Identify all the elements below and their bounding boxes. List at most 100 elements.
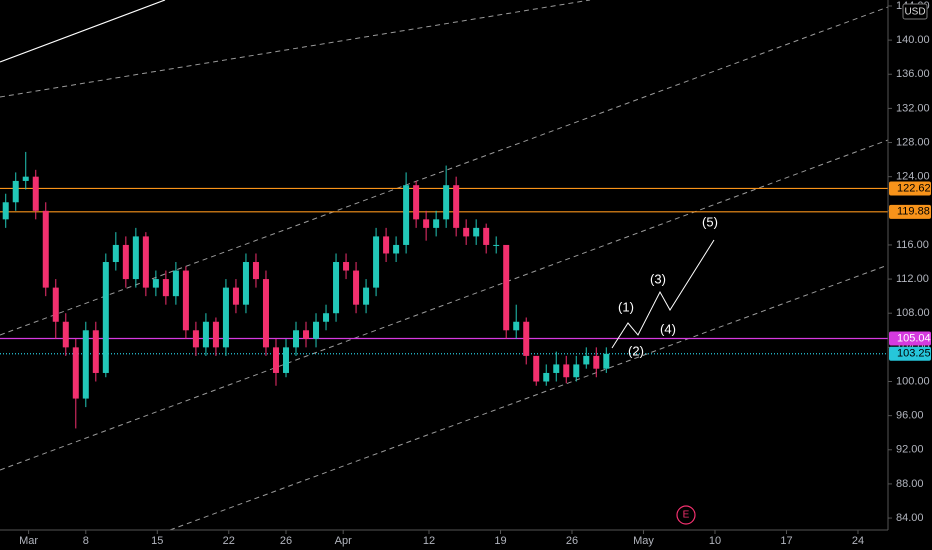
y-tick-label: 92.00 xyxy=(896,444,924,456)
axis-labels: 84.0088.0092.0096.00100.00104.00108.0011… xyxy=(19,0,931,547)
price-axis xyxy=(888,0,932,550)
candle-body xyxy=(82,330,89,399)
y-tick-label: 100.00 xyxy=(896,375,930,387)
candle-body xyxy=(393,244,400,254)
y-tick-label: 136.00 xyxy=(896,68,930,80)
y-tick-label: 140.00 xyxy=(896,34,930,46)
candle-body xyxy=(122,244,129,280)
candle-body xyxy=(483,227,490,245)
candle-body xyxy=(363,287,370,305)
candle-body xyxy=(192,330,199,348)
candle-body xyxy=(2,202,9,220)
candle-body xyxy=(202,321,209,348)
x-tick-label: 8 xyxy=(83,535,89,547)
x-tick-label: 24 xyxy=(852,535,864,547)
x-tick-label: 10 xyxy=(709,535,721,547)
candle-body xyxy=(62,321,69,348)
candle-body xyxy=(583,355,590,365)
candle-body xyxy=(152,279,159,288)
y-tick-label: 108.00 xyxy=(896,307,930,319)
y-tick-label: 112.00 xyxy=(896,273,929,285)
candle-body xyxy=(252,262,259,280)
x-tick-label: Apr xyxy=(335,535,352,547)
price-label-box xyxy=(889,204,931,219)
wave-label: (1) xyxy=(618,299,634,314)
price-label-box xyxy=(889,346,931,361)
x-tick-label: 26 xyxy=(280,535,292,547)
candle-body xyxy=(593,355,600,369)
candle-body xyxy=(503,244,510,331)
event-label[interactable]: E xyxy=(683,510,690,521)
candle-body xyxy=(162,279,169,297)
candle-body xyxy=(473,227,480,237)
candle-body xyxy=(553,364,560,373)
wave-label: (2) xyxy=(628,343,644,358)
price-label-box xyxy=(889,331,931,346)
candle-body xyxy=(182,270,189,331)
candle-body xyxy=(423,219,430,228)
candle-body xyxy=(443,185,450,220)
candle-body xyxy=(22,176,29,181)
candle-body xyxy=(573,364,580,378)
x-tick-label: 22 xyxy=(223,535,235,547)
candle-body xyxy=(132,236,139,280)
price-label: 103.25 xyxy=(897,348,931,360)
x-tick-label: 26 xyxy=(566,535,578,547)
wave-path xyxy=(611,239,715,349)
candle-body xyxy=(52,287,59,322)
candle-body xyxy=(433,219,440,228)
candle-body xyxy=(313,321,320,339)
candle-body xyxy=(102,262,109,373)
candle-body xyxy=(42,210,49,288)
candle-body xyxy=(373,236,380,288)
candle-body xyxy=(242,262,249,305)
annotations: (1) (2) (3) (4) (5) xyxy=(618,214,718,358)
candle-body xyxy=(413,185,420,220)
candle-body xyxy=(272,347,279,373)
currency-box[interactable] xyxy=(902,3,928,20)
trend-line xyxy=(0,0,166,63)
candle-body xyxy=(493,244,500,246)
candle-body xyxy=(343,262,350,271)
y-tick-label: 84.00 xyxy=(896,512,924,524)
candle-body xyxy=(212,321,219,348)
candle-body xyxy=(513,321,520,331)
price-label: 119.88 xyxy=(897,206,930,218)
currency-label[interactable]: USD xyxy=(904,7,925,18)
price-label: 122.62 xyxy=(897,182,931,194)
candle-body xyxy=(262,279,269,348)
candle-body xyxy=(282,347,289,373)
candle-body xyxy=(403,185,410,245)
wave-label: (3) xyxy=(650,271,666,286)
candle-body xyxy=(323,313,330,322)
y-tick-label: 88.00 xyxy=(896,478,924,490)
candle-body xyxy=(353,270,360,305)
x-tick-label: 19 xyxy=(494,535,506,547)
y-tick-label: 128.00 xyxy=(896,136,930,148)
candle-body xyxy=(463,227,470,237)
wave-label: (5) xyxy=(702,214,718,229)
price-label-box xyxy=(889,181,931,196)
y-tick-label: 132.00 xyxy=(896,102,930,114)
x-tick-label: 17 xyxy=(780,535,792,547)
event-icon[interactable] xyxy=(676,505,696,525)
y-tick-label: 116.00 xyxy=(896,239,929,251)
y-tick-label: 124.00 xyxy=(896,171,930,183)
candle-body xyxy=(523,321,530,356)
candle-body xyxy=(333,262,340,314)
candle-body xyxy=(232,287,239,305)
candle-body xyxy=(563,364,570,378)
x-tick-label: May xyxy=(633,535,654,547)
x-tick-label: 15 xyxy=(151,535,163,547)
candle-body xyxy=(222,287,229,348)
candles xyxy=(2,151,610,429)
candle-body xyxy=(293,330,299,348)
candle-body xyxy=(543,372,550,382)
x-tick-label: Mar xyxy=(19,535,38,547)
candle-body xyxy=(533,355,540,382)
candle-body xyxy=(603,353,610,369)
candle-body xyxy=(142,236,149,288)
wave-label: (4) xyxy=(660,321,676,336)
